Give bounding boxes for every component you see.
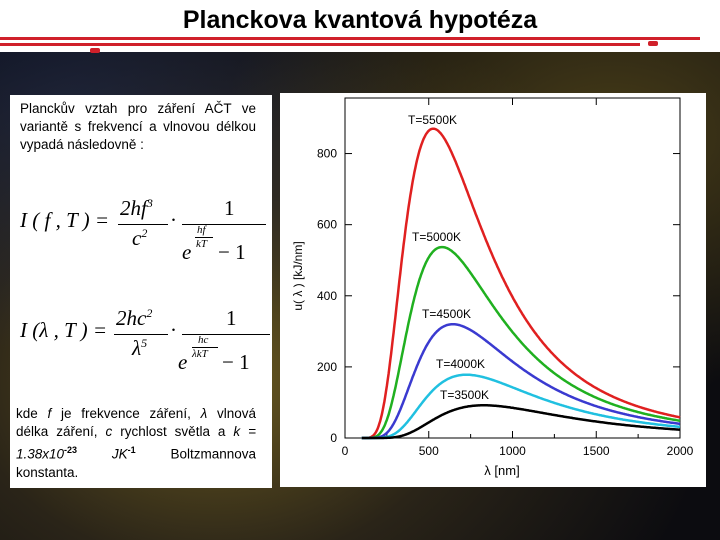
eq2-frac2-bar xyxy=(182,334,270,335)
eq2-exp-bar xyxy=(192,347,218,348)
eq1-denominator: c xyxy=(132,226,142,250)
eq2-numerator-exp: 2 xyxy=(146,306,153,320)
y-axis-label: u( λ ) [kJ/nm] xyxy=(291,241,305,310)
y-tick-label: 800 xyxy=(317,147,337,161)
x-axis-label: λ [nm] xyxy=(484,463,519,478)
series-line-4500 xyxy=(361,322,681,440)
eq1-dot: · xyxy=(170,208,177,232)
series-line-3500 xyxy=(361,404,681,440)
eq1-minus-one: − 1 xyxy=(218,240,246,264)
outro-part: kde xyxy=(16,406,48,421)
eq2-minus-one: − 1 xyxy=(222,350,250,374)
x-tick-label: 500 xyxy=(419,444,439,458)
series-label-5000: T=5000K xyxy=(412,230,461,244)
series-label-5500: T=5500K xyxy=(408,113,457,127)
eq1-exp-bar xyxy=(195,237,213,238)
eq1-numerator: 2hf xyxy=(120,196,147,220)
eq1-exp-den: kT xyxy=(196,238,207,250)
series-label-3500: T=3500K xyxy=(440,388,489,402)
y-tick-label: 200 xyxy=(317,360,337,374)
series-label-4500: T=4500K xyxy=(422,307,471,321)
eq1-frac2-bar xyxy=(182,224,266,225)
y-tick-label: 400 xyxy=(317,289,337,303)
outro-symbol-lambda: λ xyxy=(200,406,208,421)
outro-symbol-k: k xyxy=(233,424,241,439)
eq1-frac2-num: 1 xyxy=(224,196,235,220)
eq2-exp-base: e xyxy=(178,350,188,374)
slide-title: Planckova kvantová hypotéza xyxy=(182,6,538,34)
x-tick-label: 1000 xyxy=(499,444,526,458)
intro-text: Planckův vztah pro záření AČT ve variant… xyxy=(20,101,256,152)
eq2-fraction-bar xyxy=(114,334,168,335)
boltzmann-value: 1.38x10 xyxy=(16,446,65,462)
eq1-exp-base: e xyxy=(182,240,192,264)
outro-part: vlnová délka záření, xyxy=(16,406,256,439)
outro-symbol-c: c xyxy=(105,424,113,439)
outro-part: je frekvence záření, xyxy=(51,406,201,421)
y-tick-label: 600 xyxy=(317,218,337,232)
outro-part: Boltzmannova konstanta. xyxy=(16,446,256,480)
eq1-numerator-exp: 3 xyxy=(146,196,153,210)
x-tick-label: 2000 xyxy=(667,444,694,458)
outro-part: rychlost světla a xyxy=(112,424,234,439)
eq1-exp-num: hf xyxy=(197,224,206,236)
title-underline-2 xyxy=(0,43,640,46)
eq1-fraction-bar xyxy=(118,224,168,225)
eq2-exp-num: hc xyxy=(198,334,209,346)
outro-symbol-f: f xyxy=(47,406,52,421)
boltzmann-exponent: -23 xyxy=(64,445,78,455)
title-underline-1 xyxy=(0,37,700,40)
series-label-4000: T=4000K xyxy=(436,357,485,371)
eq1-denominator-exp: 2 xyxy=(141,226,148,240)
eq2-denominator-exp: 5 xyxy=(141,336,148,350)
eq2-frac2-num: 1 xyxy=(226,306,237,330)
eq2-exp-den: λkT xyxy=(192,348,208,360)
outro-part: = xyxy=(240,424,256,439)
eq2-numerator: 2hc xyxy=(116,306,147,330)
y-tick-label: 0 xyxy=(330,431,337,445)
boltzmann-unit: JK xyxy=(77,446,128,462)
outro-text: kde f je frekvence záření, λ vlnová délk… xyxy=(16,405,256,482)
boltzmann-unit-exponent: -1 xyxy=(127,445,136,455)
eq2-dot: · xyxy=(170,318,177,342)
underline-ornament xyxy=(90,48,100,53)
text-panel xyxy=(10,95,272,488)
x-tick-label: 0 xyxy=(342,444,349,458)
eq2-lhs: I (λ , T ) = xyxy=(20,318,108,342)
eq2-denominator: λ xyxy=(132,336,142,360)
series-line-4000 xyxy=(361,373,681,440)
series-line-5000 xyxy=(361,245,681,440)
underline-ornament xyxy=(648,41,658,46)
eq1-lhs: I ( f , T ) = xyxy=(20,208,110,232)
series-line-5500 xyxy=(361,127,681,440)
x-tick-label: 1500 xyxy=(583,444,610,458)
